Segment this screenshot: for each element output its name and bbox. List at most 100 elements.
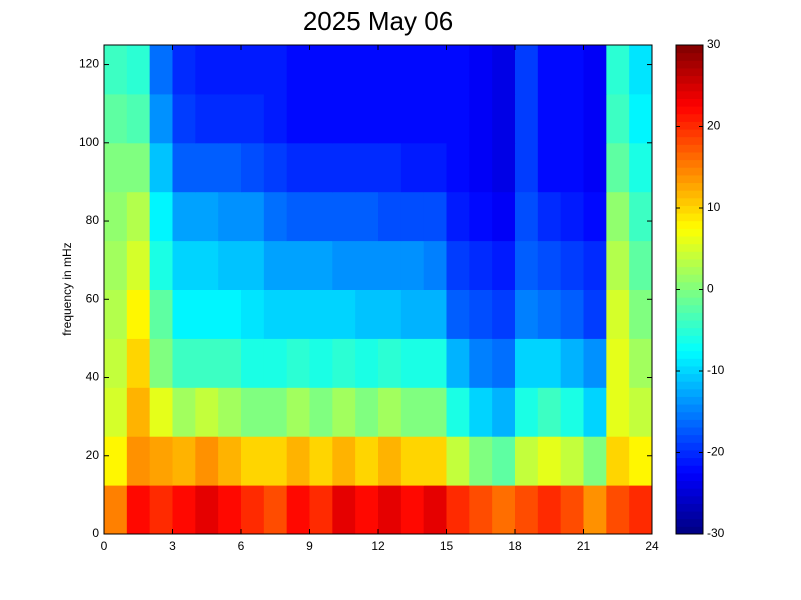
colorbar-swatch xyxy=(676,297,703,306)
heatmap-cell xyxy=(309,142,333,193)
heatmap-cell xyxy=(126,387,151,437)
heatmap-cell xyxy=(423,436,447,486)
heatmap-cell xyxy=(515,142,539,193)
x-tick-label: 18 xyxy=(508,539,522,553)
heatmap-cell xyxy=(241,45,265,95)
heatmap-cell xyxy=(286,45,310,95)
colorbar-swatch xyxy=(676,83,703,92)
heatmap-cell xyxy=(172,436,196,486)
heatmap-cell xyxy=(241,191,265,242)
heatmap-cell xyxy=(515,191,539,242)
heatmap-cell xyxy=(606,240,630,290)
heatmap-cell xyxy=(492,338,516,388)
y-tick-label: 120 xyxy=(79,57,99,71)
heatmap-cell xyxy=(629,485,653,535)
heatmap-cell xyxy=(355,142,379,193)
heatmap-cell xyxy=(560,485,584,535)
heatmap-cell xyxy=(492,93,516,144)
heatmap-cell xyxy=(492,387,516,437)
heatmap-cell xyxy=(606,387,630,437)
heatmap-cell xyxy=(378,240,402,290)
heatmap-cell xyxy=(241,289,265,339)
heatmap-cell xyxy=(606,289,630,339)
heatmap-cell xyxy=(195,387,219,437)
heatmap-cell xyxy=(195,338,219,388)
heatmap-cell xyxy=(446,387,470,437)
y-axis-label: frequency in mHz xyxy=(60,242,74,335)
heatmap-cell xyxy=(560,338,584,388)
heatmap-cell xyxy=(332,240,356,290)
heatmap-cell xyxy=(355,93,379,144)
heatmap-cell xyxy=(537,93,562,144)
heatmap-cell xyxy=(629,436,653,486)
heatmap-cell xyxy=(149,142,173,193)
heatmap-cell xyxy=(355,436,379,486)
heatmap-cell xyxy=(332,45,356,95)
heatmap-cell xyxy=(629,289,653,339)
colorbar-swatch xyxy=(676,90,703,99)
heatmap-cell xyxy=(104,338,128,388)
x-tick-label: 3 xyxy=(169,539,176,553)
heatmap-cell xyxy=(378,338,402,388)
heatmap-cell xyxy=(537,240,562,290)
heatmap-cell xyxy=(149,387,173,437)
heatmap-cell xyxy=(378,485,402,535)
colorbar-swatch xyxy=(676,434,703,443)
colorbar-swatch xyxy=(676,266,703,275)
y-tick-label: 20 xyxy=(86,448,100,462)
heatmap-cell xyxy=(400,289,425,339)
heatmap-cell xyxy=(195,142,219,193)
heatmap-cell xyxy=(149,485,173,535)
colorbar-swatch xyxy=(676,381,703,390)
heatmap-cell xyxy=(332,93,356,144)
heatmap-cell xyxy=(446,93,470,144)
colorbar-swatch xyxy=(676,129,703,138)
heatmap-cell xyxy=(241,485,265,535)
heatmap-cell xyxy=(309,191,333,242)
colorbar-swatch xyxy=(676,449,703,459)
x-tick-label: 15 xyxy=(440,539,454,553)
heatmap-cell xyxy=(446,485,470,535)
heatmap-cell xyxy=(309,485,333,535)
heatmap-cell xyxy=(126,338,151,388)
colorbar-swatch xyxy=(676,411,703,420)
heatmap-cell xyxy=(446,436,470,486)
heatmap-cell xyxy=(149,289,173,339)
colorbar-swatch xyxy=(676,404,703,413)
heatmap-cell xyxy=(446,45,470,95)
colorbar-swatch xyxy=(676,281,703,290)
heatmap-cell xyxy=(492,142,516,193)
heatmap-cell xyxy=(400,436,425,486)
heatmap-cell xyxy=(126,45,151,95)
y-tick-label: 60 xyxy=(86,291,100,305)
colorbar-swatch xyxy=(676,67,703,77)
heatmap-cell xyxy=(560,387,584,437)
heatmap-cell xyxy=(515,289,539,339)
heatmap-cell xyxy=(537,387,562,437)
y-tick-label: 0 xyxy=(92,526,99,540)
heatmap-cell xyxy=(332,289,356,339)
heatmap-cell xyxy=(469,387,493,437)
colorbar-tick-label: -20 xyxy=(707,445,725,459)
heatmap-cell xyxy=(218,436,242,486)
heatmap-cell xyxy=(126,93,151,144)
colorbar-swatch xyxy=(676,488,703,497)
heatmap-cell xyxy=(126,240,151,290)
heatmap-cell xyxy=(629,338,653,388)
heatmap-cell xyxy=(400,240,425,290)
colorbar-swatch xyxy=(676,427,703,436)
heatmap-cell xyxy=(606,338,630,388)
heatmap-cell xyxy=(606,191,630,242)
heatmap-cell xyxy=(606,45,630,95)
heatmap-cell xyxy=(309,436,333,486)
heatmap-cell xyxy=(378,45,402,95)
heatmap-cell xyxy=(537,485,562,535)
heatmap-cell xyxy=(583,45,607,95)
heatmap-cell xyxy=(286,240,310,290)
heatmap-cell xyxy=(309,93,333,144)
heatmap-cell xyxy=(423,191,447,242)
heatmap-cell xyxy=(629,142,653,193)
heatmap-cell xyxy=(241,142,265,193)
heatmap-cell xyxy=(309,338,333,388)
